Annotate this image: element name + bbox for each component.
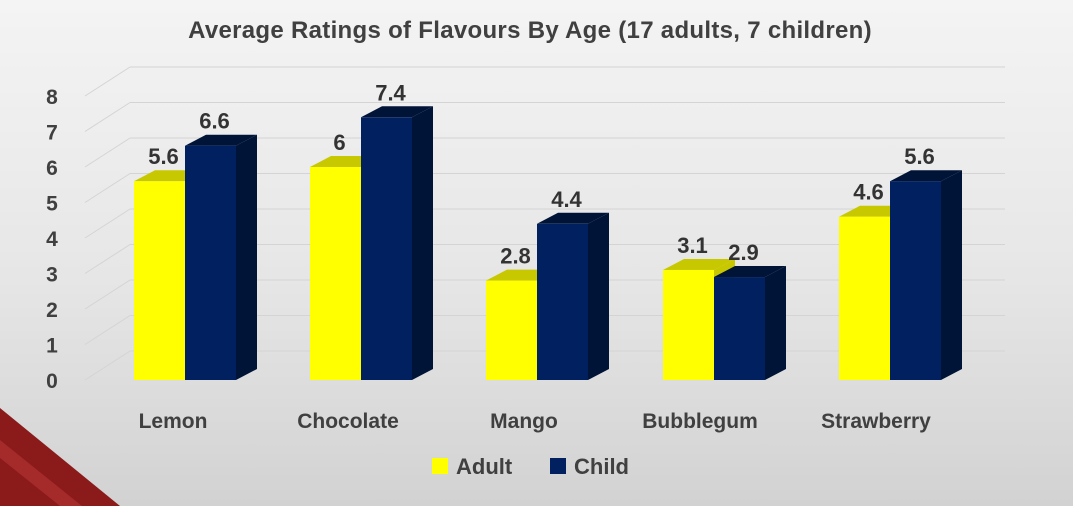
bar [537, 212, 609, 380]
x-tick-label: Strawberry [821, 410, 931, 433]
gridline-diagonal [84, 137, 131, 168]
x-tick-label: Mango [490, 410, 558, 433]
x-axis: Lemon Chocolate Mango Bubblegum Strawberry [139, 410, 932, 433]
bar-front-face [537, 223, 588, 380]
bar-front-face [361, 117, 412, 381]
legend-item: Adult [432, 454, 513, 479]
bar [714, 266, 786, 380]
y-tick-label: 5 [46, 193, 58, 216]
bar [361, 106, 433, 381]
legend-swatch [550, 458, 566, 474]
gridline-diagonal [84, 208, 131, 239]
gridline-diagonal [84, 66, 131, 97]
gridline-diagonal [84, 279, 131, 310]
bar-front-face [890, 181, 941, 380]
chart-title: Average Ratings of Flavours By Age (17 a… [188, 17, 872, 44]
x-tick-label: Bubblegum [642, 410, 758, 433]
y-tick-label: 2 [46, 299, 58, 322]
bar-side-face [765, 266, 786, 380]
data-label: 5.6 [904, 144, 935, 169]
bar-front-face [486, 280, 537, 380]
bar-front-face [134, 181, 185, 380]
data-label: 6.6 [199, 109, 230, 134]
bar-front-face [714, 277, 765, 380]
y-tick-label: 4 [46, 228, 58, 251]
bar [185, 134, 257, 380]
bar [890, 170, 962, 380]
bar-side-face [941, 170, 962, 380]
gridline-diagonal [84, 244, 131, 274]
y-tick-label: 1 [46, 335, 58, 358]
bar-top-face [361, 106, 433, 118]
bar-side-face [412, 106, 433, 381]
legend-label: Adult [456, 454, 513, 479]
bar-top-face [185, 134, 257, 146]
y-tick-label: 8 [46, 86, 58, 109]
bar-top-face [714, 266, 786, 278]
bar-front-face [663, 269, 714, 380]
bar-top-face [663, 258, 735, 270]
legend: Adult Child [432, 454, 629, 479]
bar-front-face [185, 145, 236, 380]
legend-label: Child [574, 454, 629, 479]
gridline-diagonal [84, 102, 131, 132]
y-tick-label: 7 [46, 122, 58, 145]
data-label: 5.6 [148, 144, 179, 169]
legend-item: Child [550, 454, 629, 479]
bar-side-face [236, 134, 257, 380]
data-label: 4.4 [551, 187, 582, 212]
y-tick-label: 0 [46, 370, 58, 393]
data-label: 7.4 [375, 80, 406, 105]
data-label: 2.8 [500, 244, 531, 269]
x-tick-label: Lemon [139, 410, 208, 433]
gridline-diagonal [84, 315, 131, 345]
corner-accent-highlight [0, 440, 82, 506]
y-axis: 0 1 2 3 4 5 6 7 8 [46, 86, 58, 393]
data-label: 6 [333, 130, 345, 155]
x-tick-label: Chocolate [297, 410, 399, 433]
data-label: 4.6 [853, 180, 884, 205]
bars [134, 106, 962, 381]
data-label: 3.1 [677, 233, 708, 258]
legend-swatch [432, 458, 448, 474]
bar-top-face [537, 212, 609, 224]
bar-front-face [310, 167, 361, 380]
gridline-diagonal [84, 350, 131, 381]
bar-side-face [588, 212, 609, 380]
data-labels: 5.6 6.6 6 7.4 2.8 4.4 3.1 2.9 4.6 5.6 [148, 80, 935, 268]
bar-top-face [890, 170, 962, 182]
gridline-diagonal [84, 173, 131, 203]
bar-front-face [839, 216, 890, 380]
data-label: 2.9 [728, 240, 759, 265]
y-tick-label: 3 [46, 264, 58, 287]
y-tick-label: 6 [46, 157, 58, 180]
